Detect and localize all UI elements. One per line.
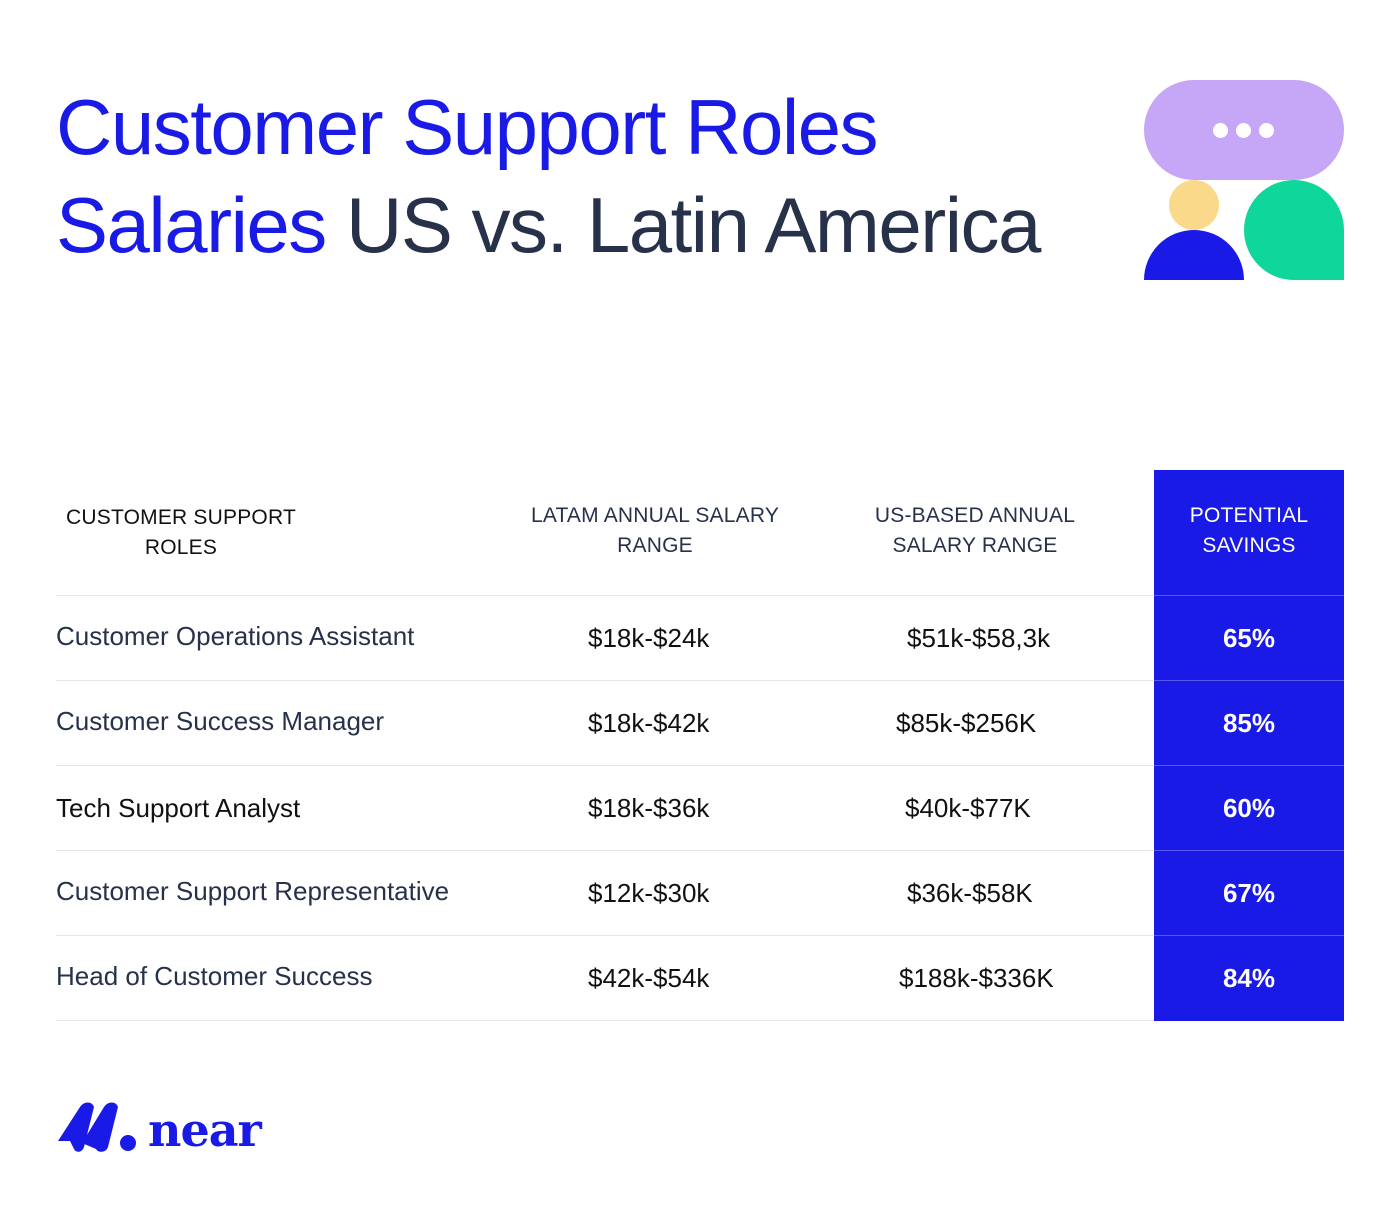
row-divider: [56, 680, 1154, 681]
row-divider: [56, 765, 1154, 766]
chat-bubble-icon: [1144, 80, 1344, 180]
person-head-icon: [1169, 180, 1219, 230]
table-row-us: $36k-$58K: [907, 878, 1033, 908]
row-divider: [56, 1020, 1154, 1021]
savings-divider: [1154, 595, 1344, 596]
table-row-savings: 60%: [1222, 793, 1276, 823]
page-title: Customer Support Roles Salaries US vs. L…: [56, 78, 1041, 274]
header-roles: CUSTOMER SUPPORT ROLES: [66, 506, 296, 559]
table-row-role: Customer Support Representative: [56, 876, 450, 906]
table-row-savings: 84%: [1222, 963, 1276, 993]
title-line-1: Customer Support Roles: [56, 83, 879, 171]
table-row-role: Customer Success Manager: [56, 706, 385, 736]
row-divider: [56, 935, 1154, 936]
title-line-2: Salaries US vs. Latin America: [56, 176, 1041, 274]
header-us-salary: US-BASED ANNUAL SALARY RANGE: [874, 504, 1076, 557]
header-illustration: [1144, 80, 1344, 280]
table-row-latam: $18k-$42k: [588, 708, 710, 738]
header-latam-salary: LATAM ANNUAL SALARY RANGE: [530, 504, 780, 557]
table-row-role: Tech Support Analyst: [56, 793, 301, 823]
savings-divider: [1154, 765, 1344, 766]
table-row-latam: $18k-$36k: [588, 793, 710, 823]
title-rest: US vs. Latin America: [325, 181, 1041, 269]
person-icon: [1144, 230, 1244, 280]
table-row-latam: $12k-$30k: [588, 878, 710, 908]
near-logo-icon: [58, 1102, 136, 1152]
row-divider: [56, 595, 1154, 596]
table-row-us: $188k-$336K: [899, 963, 1054, 993]
table-row-role: Customer Operations Assistant: [56, 621, 415, 651]
title-highlight: Salaries: [56, 181, 327, 269]
row-divider: [56, 850, 1154, 851]
table-row-us: $51k-$58,3k: [907, 623, 1051, 653]
savings-divider: [1154, 850, 1344, 851]
brand-name: near: [148, 1103, 262, 1157]
table-row-us: $40k-$77K: [905, 793, 1031, 823]
table-row-savings: 85%: [1222, 708, 1276, 738]
savings-divider: [1154, 680, 1344, 681]
table-row-savings: 65%: [1222, 623, 1276, 653]
table-row-us: $85k-$256K: [896, 708, 1037, 738]
header-potential-savings: POTENTIAL SAVINGS: [1189, 504, 1309, 557]
savings-column-background: [1154, 470, 1344, 1021]
speech-leaf-icon: [1244, 180, 1344, 280]
table-row-latam: $42k-$54k: [588, 963, 710, 993]
savings-divider: [1154, 935, 1344, 936]
table-row-latam: $18k-$24k: [588, 623, 710, 653]
table-row-role: Head of Customer Success: [56, 961, 373, 991]
table-row-savings: 67%: [1222, 878, 1276, 908]
